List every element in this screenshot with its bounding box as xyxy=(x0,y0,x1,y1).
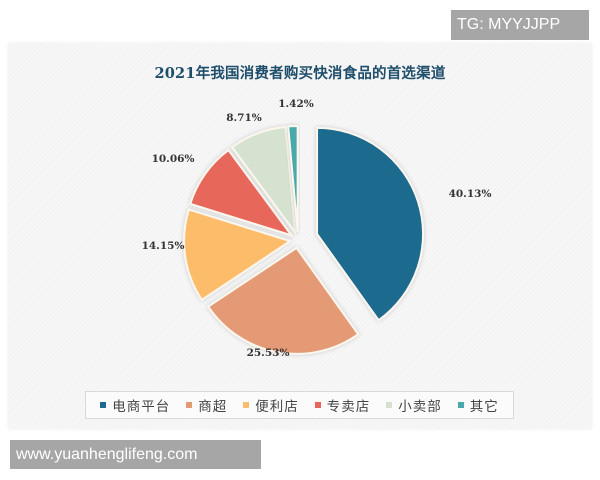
slice-specialty-store[interactable] xyxy=(189,148,295,238)
watermark-bottom: www.yuanhenglifeng.com xyxy=(10,440,261,469)
legend-label: 其它 xyxy=(469,399,499,415)
chart-frame xyxy=(8,43,592,429)
legend-label: 专卖店 xyxy=(326,399,371,415)
legend-item-other[interactable]: 其它 xyxy=(457,395,499,415)
chart-title: 2021年我国消费者购买快消食品的首选渠道 xyxy=(154,65,446,82)
slice-convenience-store[interactable] xyxy=(183,208,293,302)
slice-small-shop[interactable] xyxy=(230,125,297,236)
legend-item-supermarket[interactable]: 商超 xyxy=(186,395,227,415)
slice-other[interactable] xyxy=(287,125,299,233)
legend-item-small-shop[interactable]: 小卖部 xyxy=(386,395,442,415)
data-label: 1.42% xyxy=(278,98,314,110)
data-label: 40.13% xyxy=(448,188,492,200)
watermark-top: TG: MYYJJPP xyxy=(451,10,589,40)
data-label: 14.15% xyxy=(141,240,185,252)
data-label: 8.71% xyxy=(226,112,262,124)
legend-swatch-icon xyxy=(243,402,250,408)
legend-swatch-icon xyxy=(100,402,107,408)
legend-item-specialty-store[interactable]: 专卖店 xyxy=(314,395,371,415)
data-label: 25.53% xyxy=(246,347,290,359)
legend-swatch-icon xyxy=(186,402,193,408)
slice-supermarket[interactable] xyxy=(206,246,360,355)
legend-label: 电商平台 xyxy=(112,399,171,415)
legend-item-convenience-store[interactable]: 便利店 xyxy=(243,395,299,415)
slice-ecommerce[interactable] xyxy=(316,126,425,322)
legend-swatch-icon xyxy=(386,402,393,408)
chart-legend: 电商平台 商超 便利店 专卖店 小卖部 其它 xyxy=(85,391,514,419)
legend-label: 便利店 xyxy=(255,399,299,415)
data-label: 10.06% xyxy=(151,153,195,165)
legend-label: 商超 xyxy=(198,399,228,415)
legend-label: 小卖部 xyxy=(398,399,442,415)
legend-swatch-icon xyxy=(314,402,321,408)
legend-swatch-icon xyxy=(457,402,464,408)
legend-item-ecommerce[interactable]: 电商平台 xyxy=(100,395,170,415)
